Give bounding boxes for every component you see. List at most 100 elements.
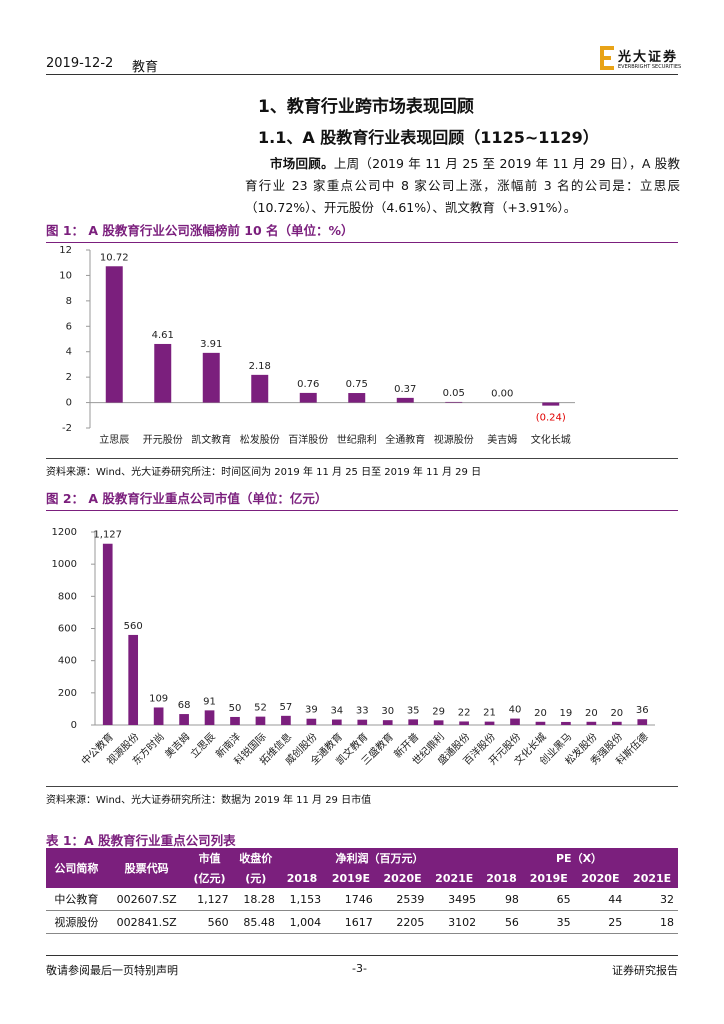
- table-cell: 3102: [428, 910, 481, 934]
- table-cell: 98: [480, 888, 523, 911]
- y-tick-label: 1200: [52, 527, 77, 538]
- chart-source: 资料来源：Wind、光大证券研究所注：时间区间为 2019 年 11 月 25 …: [46, 458, 678, 478]
- value-label: 0.75: [346, 379, 368, 390]
- header-cell: 股票代码: [106, 848, 187, 888]
- chart-source: 资料来源：Wind、光大证券研究所注：数据为 2019 年 11 月 29 日市…: [46, 786, 678, 806]
- header-cell: 2018: [278, 868, 326, 888]
- bar: [230, 716, 240, 725]
- header-cell: 2019E: [325, 868, 377, 888]
- bar: [459, 721, 469, 725]
- bar: [255, 716, 266, 725]
- table-cell: 1,004: [278, 910, 326, 934]
- bar: [382, 720, 393, 725]
- table-title: 表 1：A 股教育行业重点公司列表: [46, 833, 236, 848]
- bar: [251, 374, 269, 403]
- value-label: 10.72: [100, 252, 129, 263]
- x-tick-label: 立思辰: [187, 730, 217, 760]
- bar: [433, 720, 444, 725]
- x-tick-label: 文化长城: [531, 433, 571, 446]
- x-tick-label: 美吉姆: [487, 433, 517, 446]
- header-section: 教育: [132, 60, 159, 75]
- value-label: 52: [254, 703, 267, 714]
- header-cell: 2020E: [574, 868, 627, 888]
- bar: [154, 343, 172, 403]
- table-cell: 视源股份: [46, 910, 107, 934]
- value-label: 29: [432, 706, 445, 717]
- value-label: 560: [124, 621, 143, 632]
- value-label: 22: [458, 707, 471, 718]
- header-date: 2019-12-2: [46, 56, 114, 71]
- value-label: 50: [229, 703, 242, 714]
- bar: [306, 718, 317, 725]
- y-tick-label: 1000: [52, 559, 77, 570]
- x-tick-label: 开元股份: [143, 434, 183, 446]
- bar: [535, 721, 546, 725]
- y-tick-label: 0: [66, 398, 72, 409]
- bar: [153, 707, 164, 725]
- table-cell: 18.28: [232, 888, 279, 911]
- value-label: 1,127: [93, 530, 122, 541]
- bar: [281, 715, 291, 725]
- y-tick-label: 6: [66, 321, 72, 332]
- x-tick-label: 凯文教育: [191, 433, 231, 446]
- table-cell: 44: [574, 888, 627, 911]
- bar: [561, 721, 571, 725]
- table-cell: 2539: [376, 888, 429, 911]
- header-cell: 2019E: [522, 868, 575, 888]
- x-tick-label: 百洋股份: [288, 433, 328, 446]
- bar: [484, 721, 495, 725]
- value-label: 30: [381, 706, 394, 717]
- bar: [204, 710, 215, 725]
- header-cell: 公司简称: [46, 848, 107, 888]
- table-cell: 85.48: [232, 910, 279, 934]
- table-cell: 35: [522, 910, 575, 934]
- bar: [357, 719, 368, 725]
- value-label: 36: [636, 705, 649, 716]
- header-cell: 净利润（百万元）: [278, 848, 481, 868]
- value-label: 40: [509, 705, 522, 716]
- value-label: 3.91: [200, 339, 222, 350]
- heading2: 1.1、A 股教育行业表现回顾（1125~1129）: [258, 128, 599, 147]
- header-cell: 2020E: [376, 868, 429, 888]
- value-label: 109: [149, 693, 168, 704]
- table-cell: 2205: [376, 910, 429, 934]
- bar: [510, 718, 520, 725]
- paragraph-text: 上周（2019 年 11 月 25 至 2019 年 11 月 29 日），A …: [245, 156, 680, 215]
- chart-title: 图 2： A 股教育行业重点公司市值（单位：亿元）: [46, 488, 678, 511]
- table-cell: 18: [626, 910, 678, 934]
- header-cell: (元): [232, 868, 279, 888]
- header-rule: [46, 74, 678, 75]
- table-cell: 002841.SZ: [106, 910, 187, 934]
- bar: [408, 719, 419, 725]
- value-label: 0.76: [297, 379, 319, 390]
- bar: [179, 714, 189, 725]
- footer-center: -3-: [352, 962, 367, 975]
- y-tick-label: 8: [66, 296, 72, 307]
- table-cell: 56: [480, 910, 523, 934]
- bar: [331, 719, 342, 725]
- table-cell: 3495: [428, 888, 481, 911]
- bar: [299, 392, 317, 403]
- bar: [611, 721, 622, 725]
- logo-sub: EVERBRIGHT SECURITIES: [618, 64, 682, 70]
- header-cell: 2018: [480, 868, 523, 888]
- value-label: 0.00: [491, 389, 513, 400]
- bar: [542, 402, 560, 406]
- paragraph-lead: 市场回顾。: [270, 156, 334, 171]
- table-cell: 560: [186, 910, 233, 934]
- y-tick-label: 2: [66, 372, 72, 383]
- header-row: (亿元) (元) 2018 2019E 2020E 2021E 2018 2019E 2020E…: [46, 868, 678, 888]
- footer-right: 证券研究报告: [612, 964, 678, 977]
- value-label: 91: [203, 696, 216, 707]
- bar: [637, 719, 648, 725]
- logo-text: 光大证券: [618, 50, 679, 65]
- y-tick-label: 200: [58, 688, 77, 699]
- value-label: 4.61: [152, 330, 174, 341]
- value-label: 0.37: [394, 384, 416, 395]
- table-row: 视源股份 002841.SZ 560 85.48 1,004 1617 2205 3102 56…: [46, 910, 678, 934]
- bar: [202, 352, 220, 403]
- table-cell: 1,127: [186, 888, 233, 911]
- bar: [102, 543, 113, 725]
- value-label: 57: [280, 702, 293, 713]
